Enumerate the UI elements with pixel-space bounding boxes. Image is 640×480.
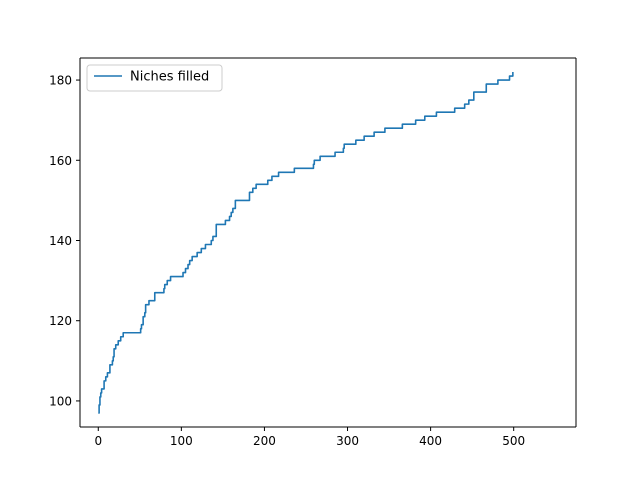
x-tick-label: 500 (502, 434, 525, 448)
series-line-niches-filled (98, 72, 514, 414)
x-axis-ticks: 0 100 200 300 400 500 (94, 427, 525, 448)
y-tick-label: 140 (49, 234, 72, 248)
x-tick-label: 400 (419, 434, 442, 448)
x-tick-label: 200 (253, 434, 276, 448)
legend-box (86, 64, 223, 92)
axes-frame (79, 57, 577, 428)
x-tick-label: 0 (94, 434, 102, 448)
y-axis-ticks: 100 120 140 160 180 (49, 74, 80, 408)
y-tick-label: 180 (49, 74, 72, 88)
x-tick-label: 300 (336, 434, 359, 448)
x-tick-label: 100 (170, 434, 193, 448)
y-tick-label: 120 (49, 314, 72, 328)
plot-area (80, 58, 576, 427)
y-tick-label: 100 (49, 394, 72, 408)
y-tick-label: 160 (49, 154, 72, 168)
legend: Niches filled (86, 64, 223, 92)
legend-label: Niches filled (130, 70, 209, 85)
